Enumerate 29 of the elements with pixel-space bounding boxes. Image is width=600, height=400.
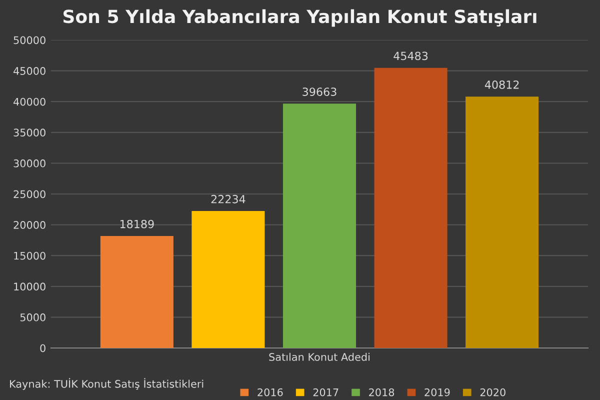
data-label: 39663 [302,88,336,96]
x-tick-label: Satılan Konut Adedi [269,352,370,361]
bar [282,104,356,348]
chart-title: Son 5 Yılda Yabancılara Yapılan Konut Satışları [63,9,536,27]
y-tick-label: 40000 [14,98,46,106]
y-tick-label: 5000 [20,313,46,322]
legend-label: 2019 [424,388,450,396]
y-tick-label: 50000 [14,36,46,44]
bar [466,96,539,348]
y-tick-label: 0 [40,344,46,352]
legend-label: 2017 [313,388,338,396]
text: Kaynak: TUİK Konut Satış İstatistikleri [10,378,204,390]
data-label: 40812 [484,80,519,89]
data-label: 45483 [394,52,428,60]
bar [192,211,265,348]
data-label: 18189 [120,220,154,228]
data-label: 22234 [211,194,246,204]
legend-label: 2018 [369,388,394,396]
y-tick-label: 20000 [14,221,46,229]
y-tick-label: 30000 [14,159,46,168]
y-tick-label: 25000 [14,190,46,198]
legend-label: 2016 [258,388,283,396]
legend-label: 2020 [480,388,506,396]
y-tick-label: 10000 [14,282,46,291]
y-tick-label: 15000 [14,252,46,260]
y-tick-label: 35000 [14,128,46,137]
bar [374,68,448,348]
bar [100,236,174,348]
y-tick-label: 45000 [14,67,46,75]
